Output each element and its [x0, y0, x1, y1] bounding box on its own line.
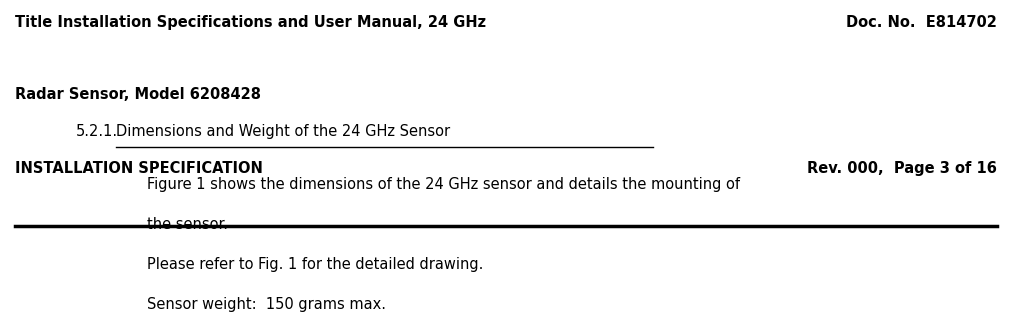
Text: Please refer to Fig. 1 for the detailed drawing.: Please refer to Fig. 1 for the detailed …	[147, 257, 482, 272]
Text: Radar Sensor, Model 6208428: Radar Sensor, Model 6208428	[15, 87, 261, 102]
Text: Figure 1 shows the dimensions of the 24 GHz sensor and details the mounting of: Figure 1 shows the dimensions of the 24 …	[147, 176, 739, 192]
Text: 5.2.1.: 5.2.1.	[76, 124, 118, 139]
Text: Sensor weight:  150 grams max.: Sensor weight: 150 grams max.	[147, 297, 385, 312]
Text: Dimensions and Weight of the 24 GHz Sensor: Dimensions and Weight of the 24 GHz Sens…	[116, 124, 450, 139]
Text: Rev. 000,  Page 3 of 16: Rev. 000, Page 3 of 16	[806, 161, 996, 176]
Text: Title Installation Specifications and User Manual, 24 GHz: Title Installation Specifications and Us…	[15, 15, 486, 31]
Text: Doc. No.  E814702: Doc. No. E814702	[845, 15, 996, 31]
Text: the sensor.: the sensor.	[147, 217, 227, 232]
Text: INSTALLATION SPECIFICATION: INSTALLATION SPECIFICATION	[15, 161, 263, 176]
